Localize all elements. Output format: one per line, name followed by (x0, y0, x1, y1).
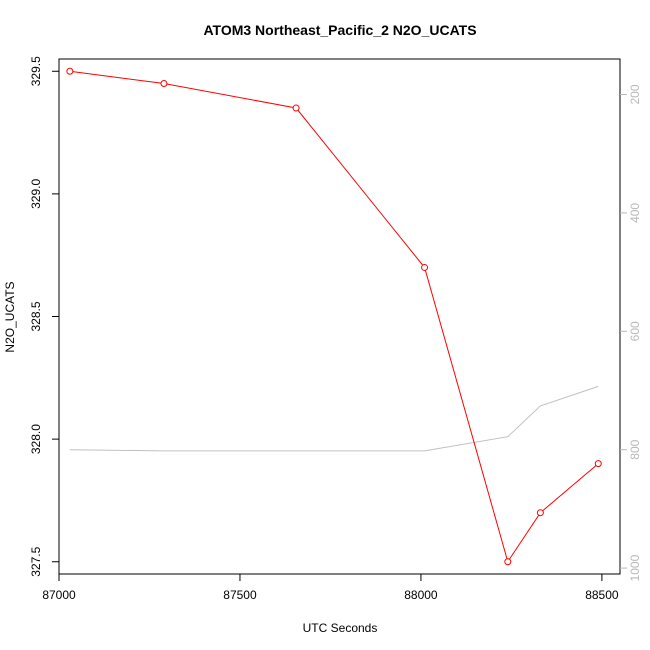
y-axis-title: N2O_UCATS (3, 281, 17, 352)
data-point (292, 104, 300, 112)
data-point (421, 263, 429, 271)
y-tick-label: 329.5 (29, 56, 43, 86)
x-axis: 87000 87500 88000 88500 (42, 574, 619, 602)
y-tick-label: 328.0 (29, 424, 43, 454)
x-tick-label: 87000 (42, 588, 76, 602)
x-tick-label: 88000 (404, 588, 438, 602)
plot-frame (58, 58, 621, 575)
y-tick-label: 327.5 (29, 546, 43, 576)
x-axis-title: UTC Seconds (303, 621, 378, 635)
y-tick-label: 328.5 (29, 301, 43, 331)
data-point (66, 67, 74, 75)
data-point (594, 460, 602, 468)
series-layer (66, 67, 602, 566)
y-axis: 327.5 328.0 328.5 329.0 329.5 (29, 56, 59, 577)
y2-axis-right: 200 400 600 800 1000 (620, 84, 642, 581)
y-tick-label: 329.0 (29, 179, 43, 209)
y2-tick-label: 400 (628, 203, 642, 223)
data-point (536, 509, 544, 517)
n2o-series-line (69, 70, 599, 563)
x-tick-label: 87500 (223, 588, 257, 602)
altitude-line (69, 385, 599, 452)
chart-title: ATOM3 Northeast_Pacific_2 N2O_UCATS (203, 22, 476, 38)
y2-tick-label: 1000 (628, 554, 642, 581)
data-point (160, 80, 168, 88)
data-point (504, 558, 512, 566)
x-tick-label: 88500 (585, 588, 619, 602)
y2-tick-label: 600 (628, 321, 642, 341)
y2-tick-label: 800 (628, 439, 642, 459)
y2-tick-label: 200 (628, 84, 642, 104)
